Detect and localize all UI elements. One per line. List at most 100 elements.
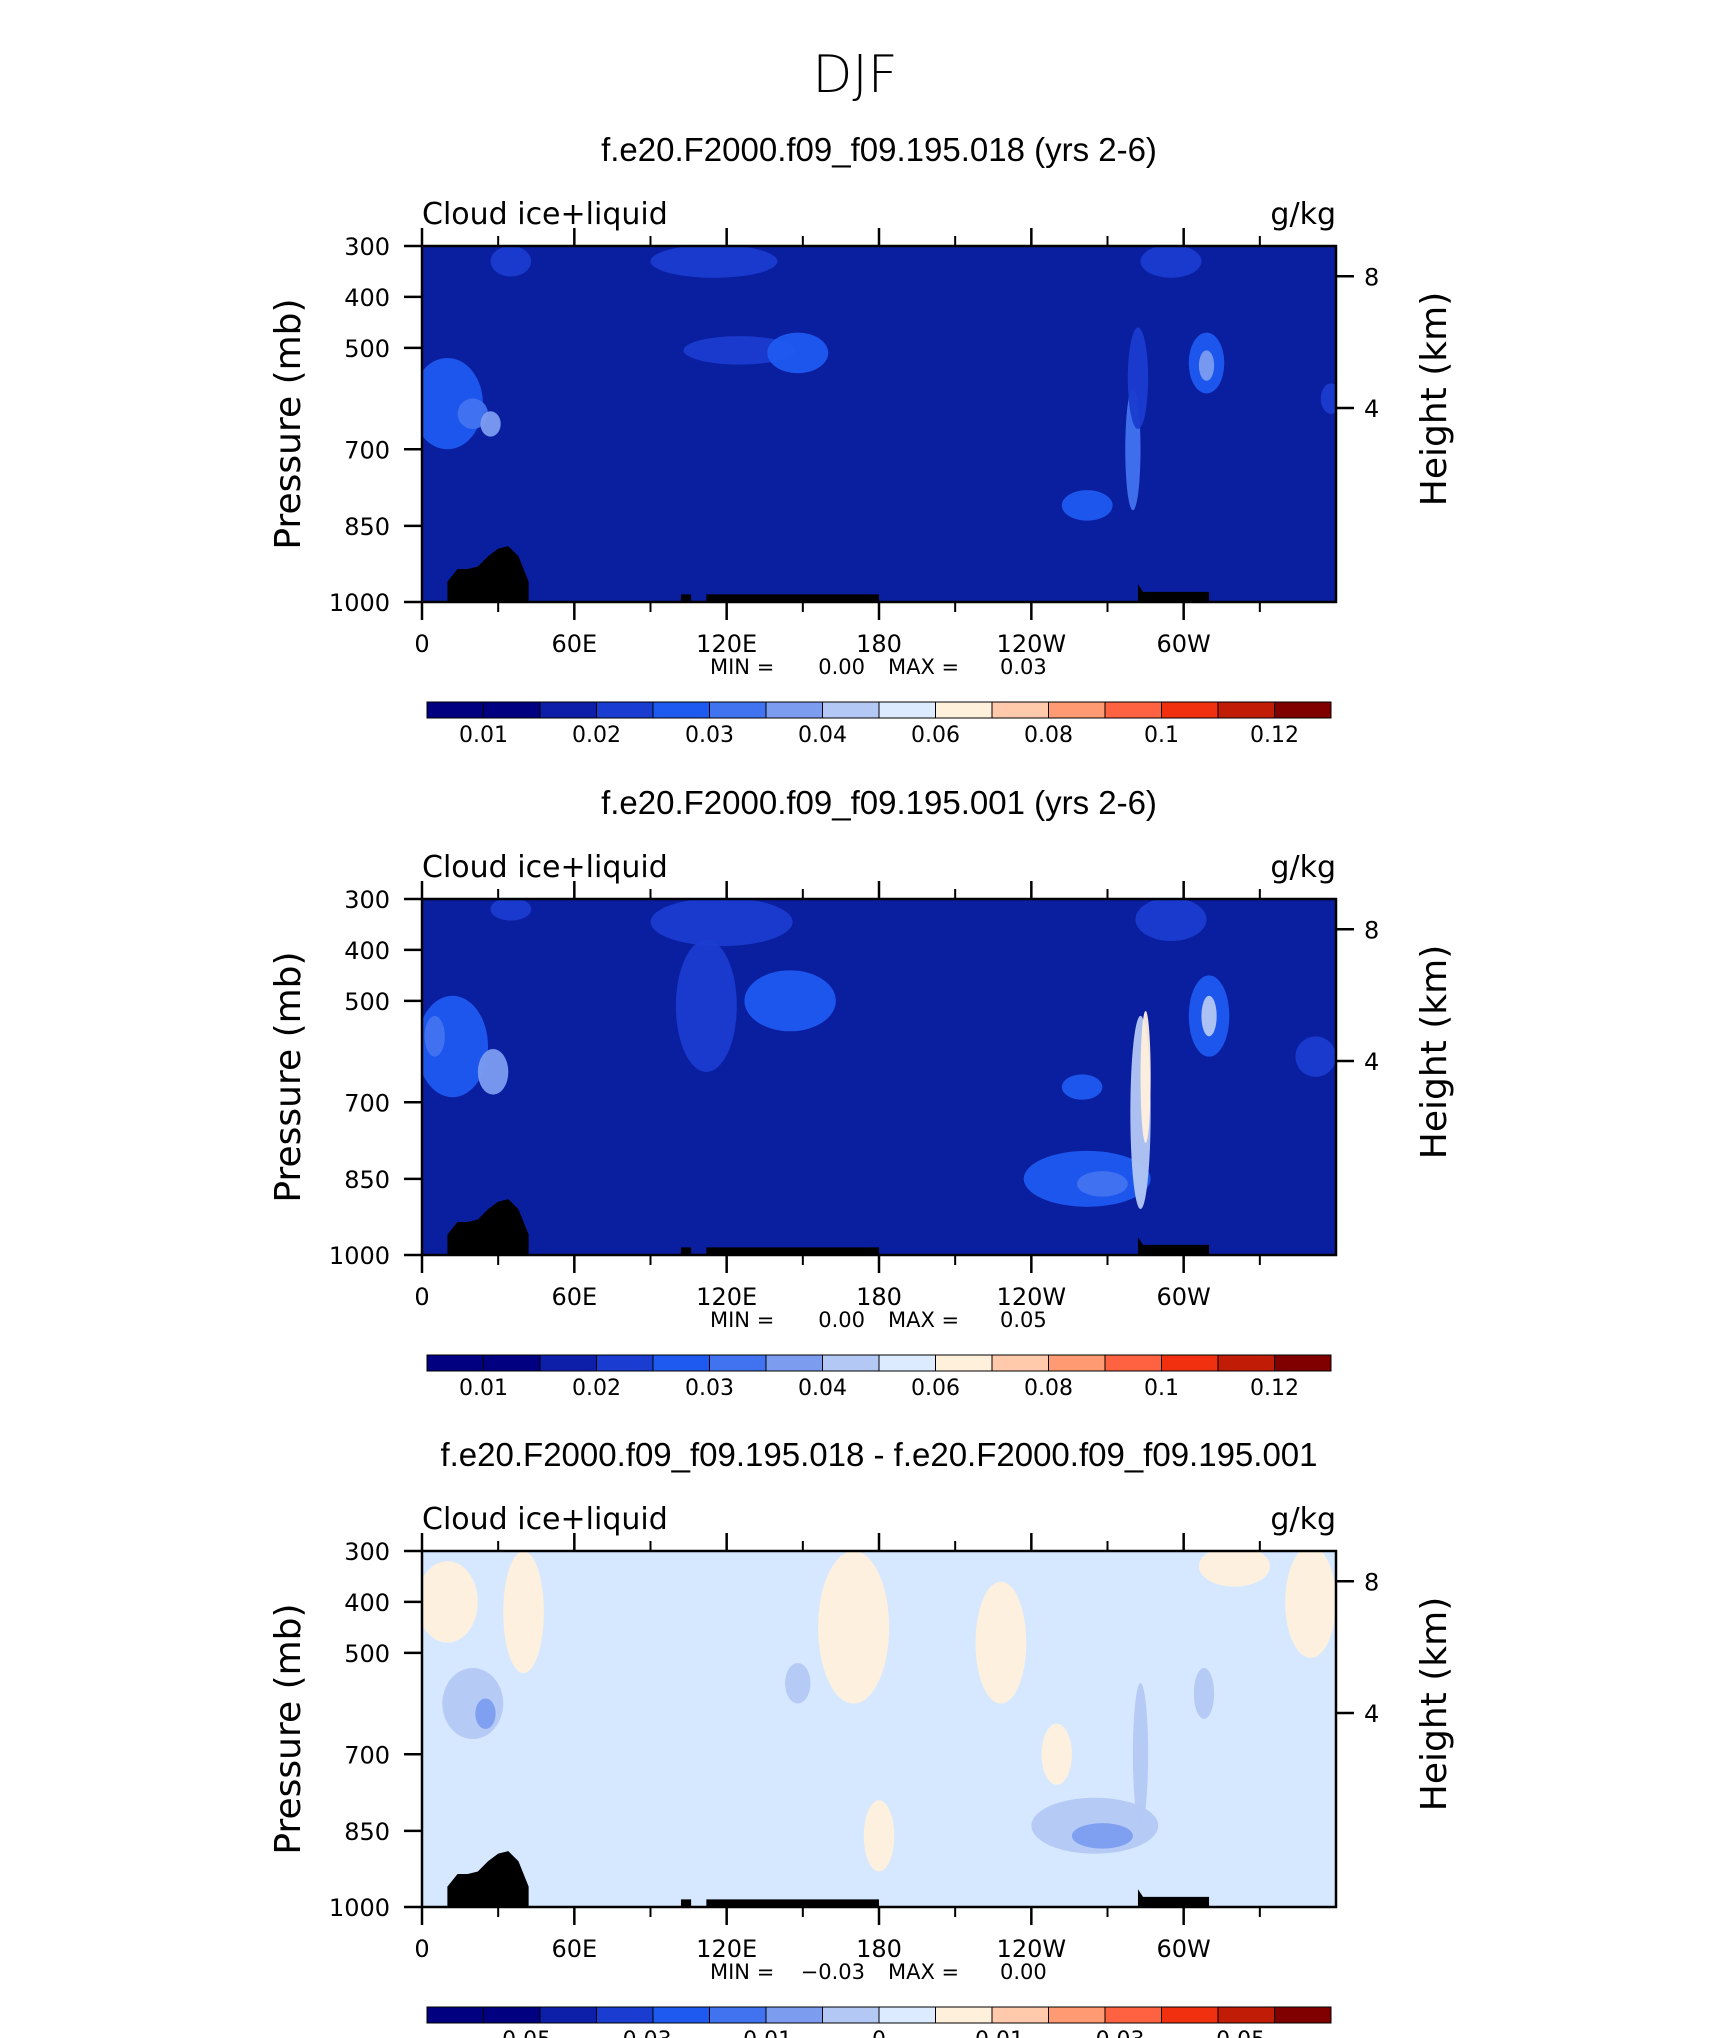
contour-region bbox=[490, 899, 532, 921]
contour-region bbox=[1198, 1551, 1270, 1587]
x-tick-label: 60W bbox=[1157, 630, 1211, 658]
x-tick-label: 120W bbox=[997, 630, 1067, 658]
y-tick-label: 300 bbox=[344, 1538, 390, 1566]
x-tick-label: 0 bbox=[414, 630, 429, 658]
topography-mask bbox=[1137, 1237, 1210, 1255]
colorbar-box bbox=[426, 1354, 484, 1372]
y-tick-label: 1000 bbox=[329, 1242, 390, 1270]
field-name-label: Cloud ice+liquid bbox=[422, 197, 668, 232]
contour-region bbox=[785, 1662, 811, 1704]
field-name-label: Cloud ice+liquid bbox=[422, 1502, 668, 1537]
y-axis-title: Pressure (mb) bbox=[268, 1603, 309, 1854]
x-tick-label: 60W bbox=[1157, 1935, 1211, 1963]
colorbar-box bbox=[878, 1354, 936, 1372]
contour-region bbox=[457, 398, 489, 429]
contour-region bbox=[490, 246, 532, 277]
max-value: 0.05 bbox=[1000, 1308, 1047, 1332]
min-value: −0.03 bbox=[801, 1960, 865, 1984]
colorbar-box bbox=[1048, 2006, 1106, 2024]
x-tick-label: 120E bbox=[696, 1935, 757, 1963]
topography-mask bbox=[447, 1851, 529, 1907]
colorbar: 0.01 0.02 0.03 0.04 0.06 0.08 0.1 0.12 bbox=[426, 1354, 1332, 1401]
x-tick-label: 60E bbox=[551, 630, 597, 658]
colorbar-box bbox=[1274, 2006, 1332, 2024]
colorbar-label: 0.06 bbox=[911, 723, 960, 748]
min-label: MIN = bbox=[710, 1960, 774, 1984]
contour-region bbox=[1127, 327, 1149, 430]
contour-region bbox=[1132, 1683, 1149, 1826]
colorbar-box bbox=[822, 2006, 880, 2024]
colorbar-label: 0.04 bbox=[798, 1376, 847, 1401]
colorbar-box bbox=[991, 2006, 1049, 2024]
figure-main-title: DJF bbox=[812, 45, 897, 105]
max-label: MAX = bbox=[888, 655, 959, 679]
colorbar-label: 0.02 bbox=[572, 723, 621, 748]
contour-region bbox=[863, 1800, 895, 1872]
colorbar-label: −0.05 bbox=[484, 2028, 551, 2038]
colorbar-box bbox=[426, 701, 484, 719]
colorbar-box bbox=[1048, 701, 1106, 719]
colorbar-box bbox=[709, 1354, 767, 1372]
contour-region bbox=[744, 970, 836, 1032]
contour-region bbox=[650, 246, 778, 278]
y-right-axis-title: Height (km) bbox=[1414, 945, 1455, 1159]
contour-region bbox=[1320, 383, 1336, 414]
contour-region bbox=[480, 411, 501, 437]
topography-mask bbox=[447, 546, 529, 602]
contour-region bbox=[650, 899, 793, 947]
colorbar-label: 0.01 bbox=[459, 1376, 508, 1401]
colorbar: 0.01 0.02 0.03 0.04 0.06 0.08 0.1 0.12 bbox=[426, 701, 1332, 748]
colorbar-box bbox=[991, 1354, 1049, 1372]
colorbar-box bbox=[1104, 701, 1162, 719]
colorbar-label: −0.01 bbox=[725, 2028, 792, 2038]
units-label: g/kg bbox=[1270, 850, 1336, 885]
colorbar-label: 0.12 bbox=[1250, 1376, 1299, 1401]
colorbar-box bbox=[539, 1354, 597, 1372]
y-right-tick-label: 8 bbox=[1364, 916, 1379, 944]
field-name-label: Cloud ice+liquid bbox=[422, 850, 668, 885]
y-tick-label: 500 bbox=[344, 988, 390, 1016]
chart-panel-2: f.e20.F2000.f09_f09.195.001 (yrs 2-6) Clo… bbox=[268, 784, 1455, 1401]
colorbar-box bbox=[652, 1354, 710, 1372]
topography-mask bbox=[680, 594, 692, 602]
y-right-tick-label: 4 bbox=[1364, 1048, 1379, 1076]
colorbar-label: 0.03 bbox=[685, 723, 734, 748]
x-tick-label: 120E bbox=[696, 1283, 757, 1311]
contour-region bbox=[1285, 1551, 1336, 1658]
contour-region bbox=[1295, 1036, 1336, 1077]
contour-field bbox=[422, 1551, 1336, 1907]
contour-region bbox=[975, 1581, 1027, 1704]
y-tick-label: 400 bbox=[344, 937, 390, 965]
colorbar-box bbox=[1217, 1354, 1275, 1372]
colorbar-box bbox=[426, 2006, 484, 2024]
contour-region bbox=[442, 1668, 504, 1740]
colorbar-label: 0.03 bbox=[685, 1376, 734, 1401]
colorbar-label: 0.1 bbox=[1144, 1376, 1179, 1401]
colorbar-label: 0.01 bbox=[459, 723, 508, 748]
contour-region bbox=[1193, 1668, 1215, 1719]
colorbar-box bbox=[483, 2006, 541, 2024]
colorbar-box bbox=[765, 2006, 823, 2024]
colorbar-box bbox=[1161, 701, 1219, 719]
y-right-tick-label: 8 bbox=[1364, 1568, 1379, 1596]
contour-region bbox=[1071, 1823, 1133, 1849]
colorbar-label: 0 bbox=[872, 2028, 886, 2038]
colorbar-box bbox=[483, 701, 541, 719]
contour-region bbox=[424, 1016, 445, 1057]
units-label: g/kg bbox=[1270, 1502, 1336, 1537]
min-label: MIN = bbox=[710, 655, 774, 679]
colorbar-box bbox=[709, 2006, 767, 2024]
colorbar-box bbox=[652, 2006, 710, 2024]
chart-panel-3: f.e20.F2000.f09_f09.195.018 - f.e20.F200… bbox=[268, 1436, 1455, 2038]
colorbar-box bbox=[1274, 701, 1332, 719]
contour-region bbox=[503, 1551, 544, 1674]
colorbar-box bbox=[1104, 2006, 1162, 2024]
colorbar-box bbox=[1161, 1354, 1219, 1372]
colorbar-box bbox=[935, 2006, 993, 2024]
min-value: 0.00 bbox=[818, 1308, 865, 1332]
contour-region bbox=[422, 1561, 478, 1643]
colorbar-box bbox=[935, 701, 993, 719]
colorbar-box bbox=[822, 1354, 880, 1372]
colorbar-box bbox=[1274, 1354, 1332, 1372]
